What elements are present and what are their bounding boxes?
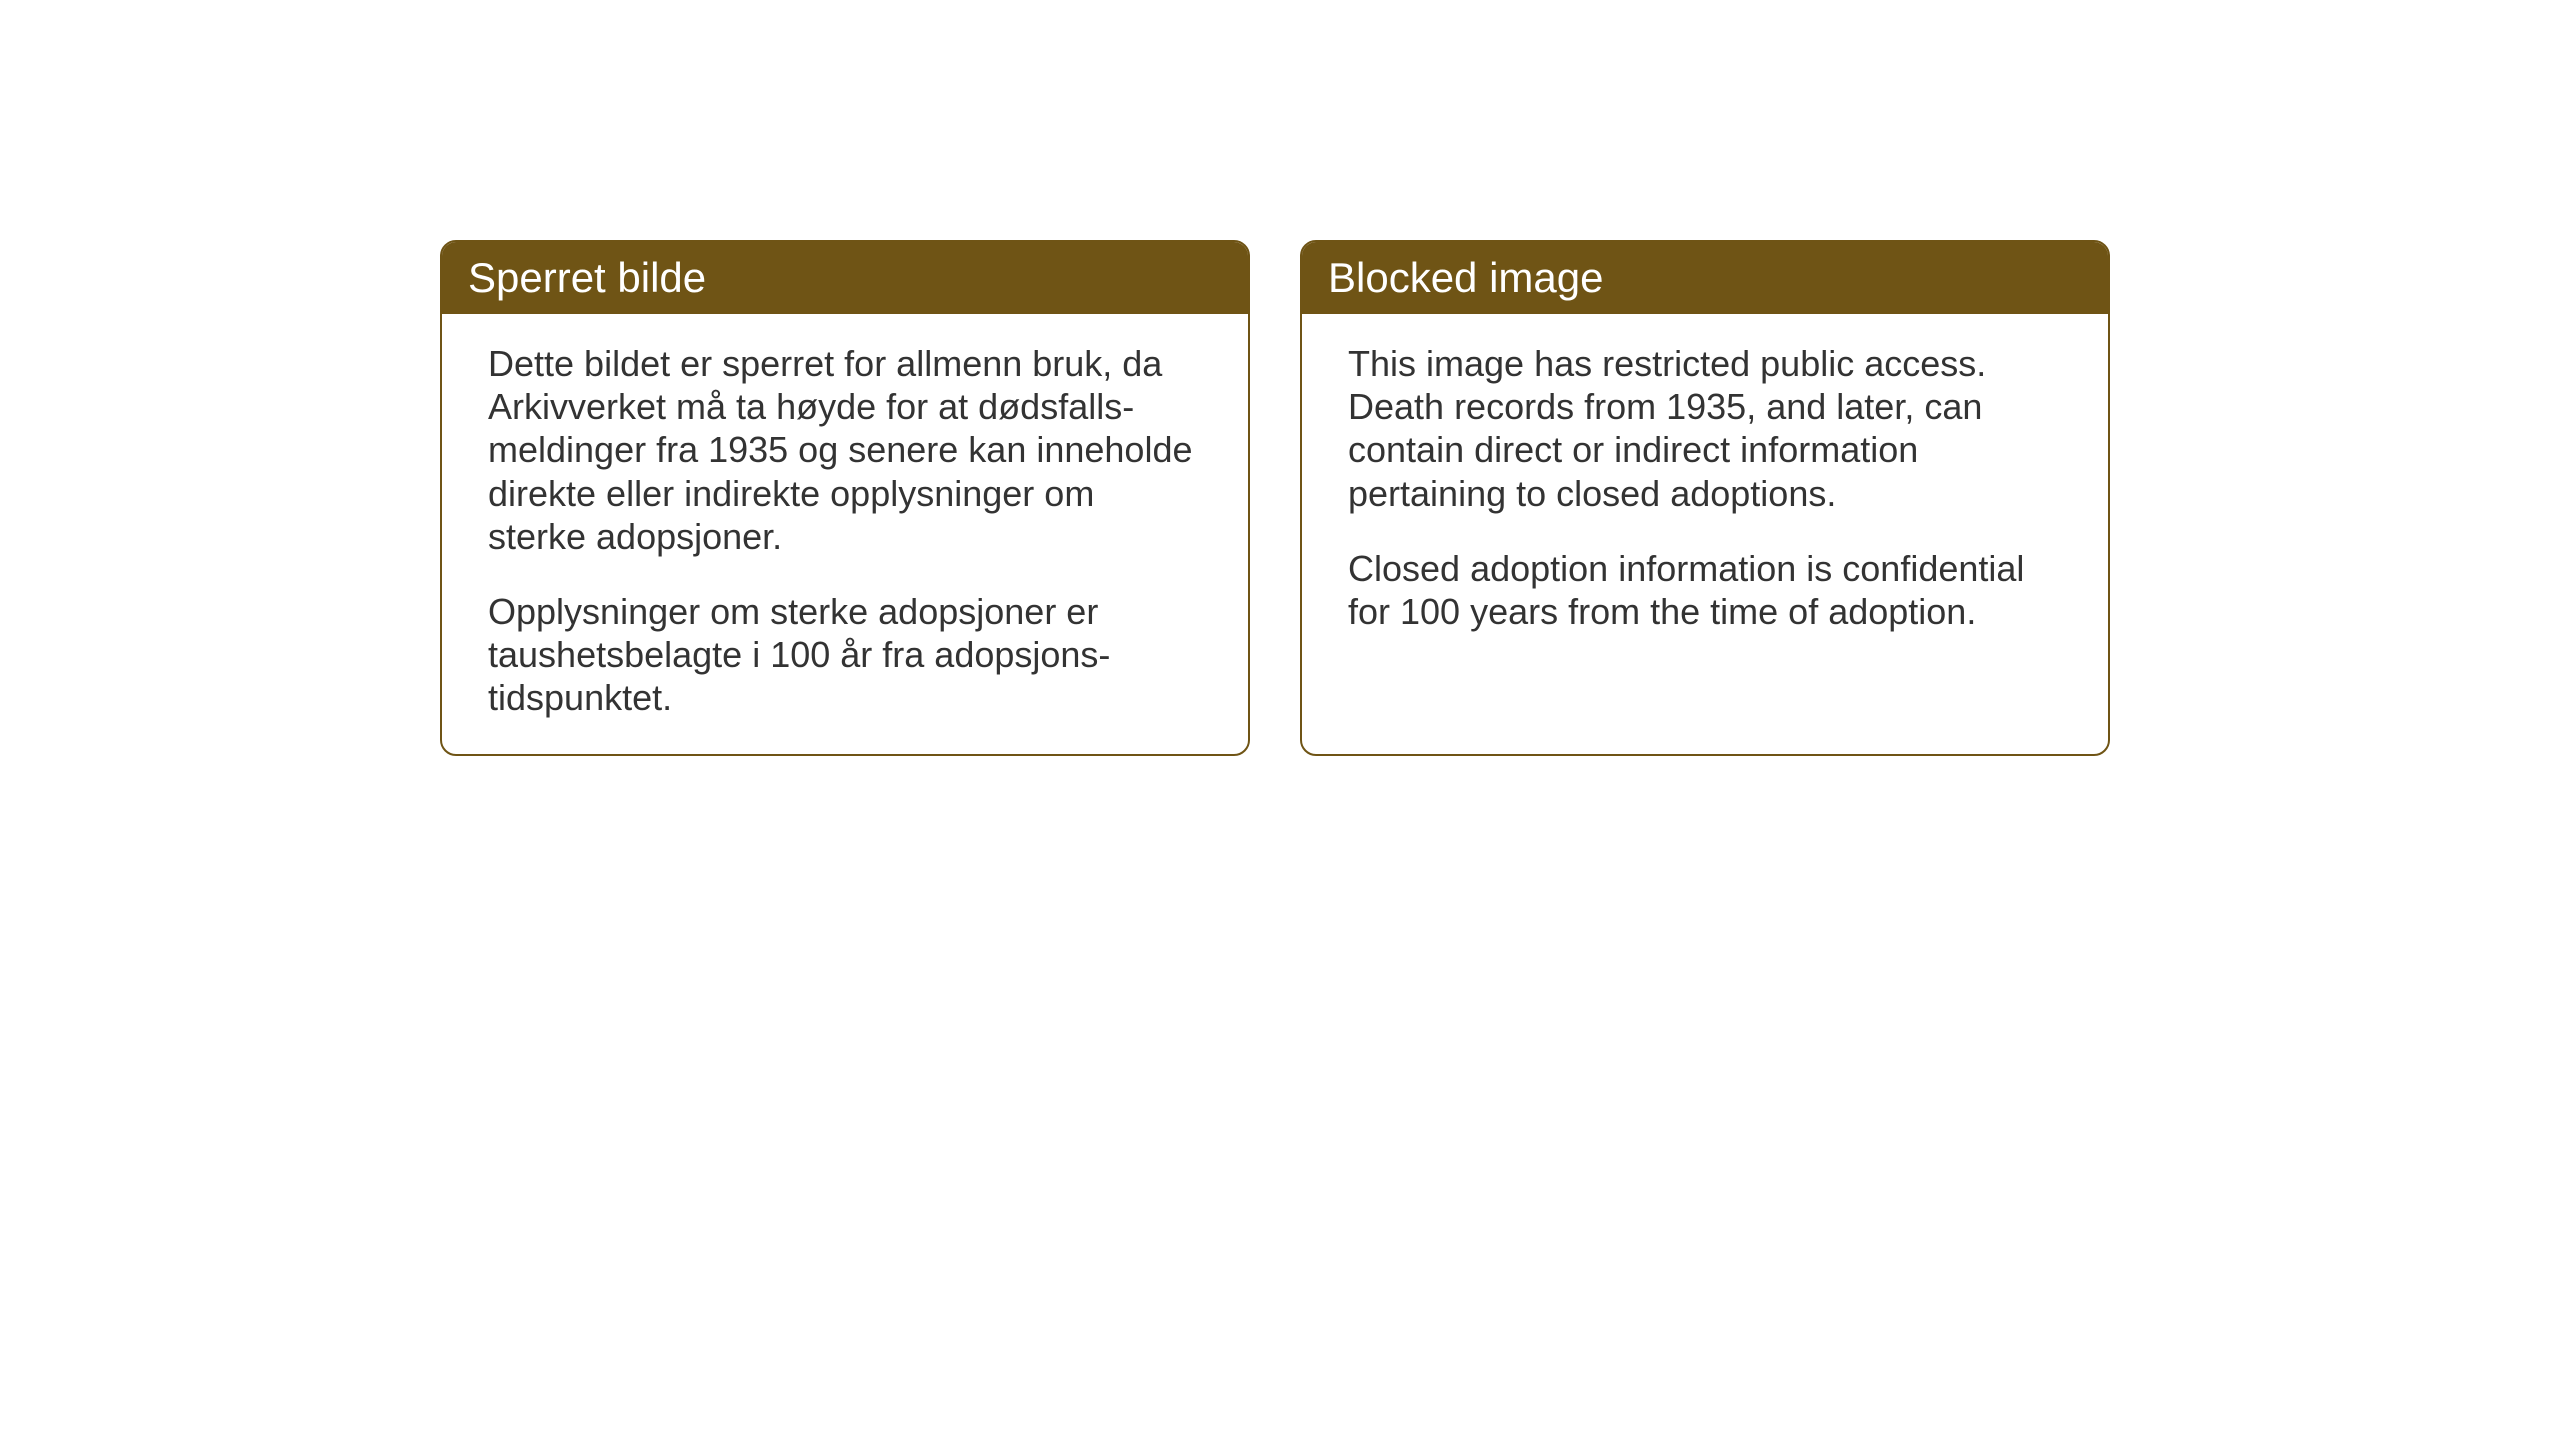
norwegian-paragraph-2: Opplysninger om sterke adopsjoner er tau… (488, 590, 1202, 720)
english-paragraph-1: This image has restricted public access.… (1348, 342, 2062, 515)
english-card-header: Blocked image (1302, 242, 2108, 314)
english-card-title: Blocked image (1328, 254, 1603, 301)
norwegian-card: Sperret bilde Dette bildet er sperret fo… (440, 240, 1250, 756)
norwegian-card-body: Dette bildet er sperret for allmenn bruk… (442, 314, 1248, 754)
english-paragraph-2: Closed adoption information is confident… (1348, 547, 2062, 633)
norwegian-card-title: Sperret bilde (468, 254, 706, 301)
norwegian-paragraph-1: Dette bildet er sperret for allmenn bruk… (488, 342, 1202, 558)
english-card-body: This image has restricted public access.… (1302, 314, 2108, 667)
norwegian-card-header: Sperret bilde (442, 242, 1248, 314)
cards-container: Sperret bilde Dette bildet er sperret fo… (440, 240, 2110, 756)
english-card: Blocked image This image has restricted … (1300, 240, 2110, 756)
